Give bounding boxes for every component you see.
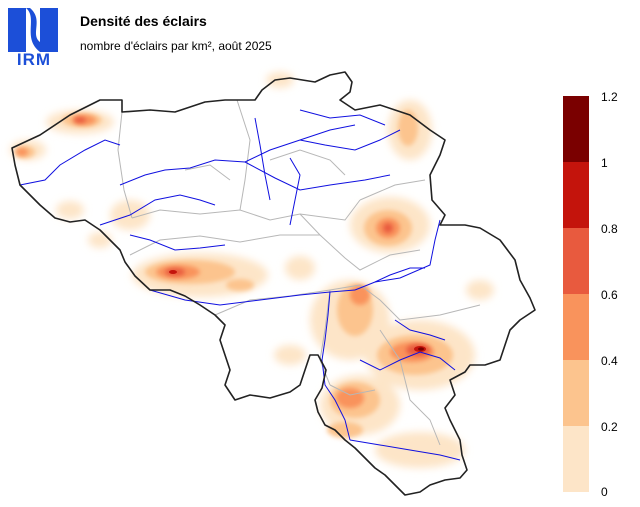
legend-tick: 0.8	[601, 222, 618, 236]
legend-tick: 1.2	[601, 90, 618, 104]
legend-class-3	[563, 228, 589, 294]
legend-class-6	[563, 426, 589, 492]
legend-class-1	[563, 96, 589, 162]
density-layer	[10, 72, 494, 468]
logo-text: IRM	[16, 50, 52, 69]
legend-tick: 0.6	[601, 288, 618, 302]
rivers	[19, 109, 461, 461]
legend-tick: 0.2	[601, 420, 618, 434]
irm-logo	[8, 8, 58, 52]
belgium-border	[11, 71, 536, 496]
lightning-density-map	[10, 71, 536, 496]
map-subtitle: nombre d'éclairs par km², août 2025	[80, 39, 272, 53]
legend-class-2	[563, 162, 589, 228]
legend-class-4	[563, 294, 589, 360]
map-title: Densité des éclairs	[80, 13, 207, 29]
legend-tick: 0.4	[601, 354, 618, 368]
legend-class-5	[563, 360, 589, 426]
legend-colorbar	[563, 96, 589, 492]
legend-tick: 0	[601, 485, 608, 499]
legend-tick: 1	[601, 156, 608, 170]
